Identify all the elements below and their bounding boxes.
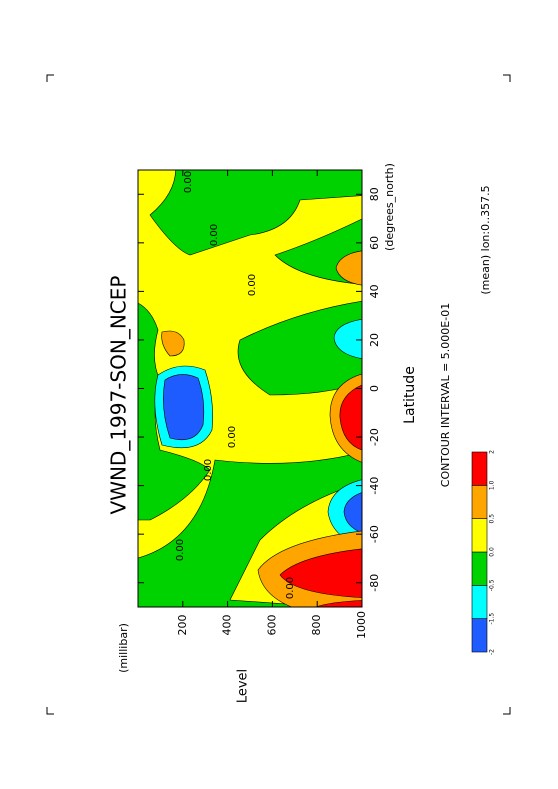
colorbar-label: 1.0 bbox=[489, 480, 496, 490]
y-tick-label: 200 bbox=[176, 615, 189, 636]
contour-band bbox=[335, 250, 362, 286]
contour-label: 0.00 bbox=[203, 459, 214, 481]
colorbar-box bbox=[471, 618, 488, 653]
colorbar-label: -1.5 bbox=[489, 613, 496, 625]
x-axis-label: Latitude bbox=[402, 366, 418, 424]
contour-interval: CONTOUR INTERVAL = 5.000E-01 bbox=[439, 303, 452, 487]
y-tick-label: 800 bbox=[310, 615, 323, 636]
colorbar-label: -2 bbox=[489, 649, 496, 655]
colorbar-label: 2 bbox=[489, 450, 496, 454]
contour-band bbox=[237, 300, 362, 396]
colorbar-box bbox=[471, 451, 488, 486]
x-tick-label: -40 bbox=[368, 477, 381, 495]
contour-label: 0.00 bbox=[183, 171, 194, 193]
x-axis-units: (degrees_north) bbox=[383, 163, 396, 251]
plot: 0.000.000.000.000.000.000.00 -80-60-40-20… bbox=[107, 163, 496, 703]
contour-band bbox=[339, 384, 362, 451]
contour-label: 0.00 bbox=[175, 539, 186, 561]
x-tick-label: 80 bbox=[368, 187, 381, 201]
colorbar-label: -0.5 bbox=[489, 579, 496, 591]
y-tick-label: 400 bbox=[221, 615, 234, 636]
y-tick-label: 600 bbox=[265, 615, 278, 636]
contour-band bbox=[315, 600, 362, 607]
x-tick-label: -20 bbox=[368, 428, 381, 446]
colorbar-box bbox=[471, 485, 488, 519]
colorbar-box bbox=[471, 518, 488, 553]
contour-band bbox=[138, 302, 211, 521]
contour-label: 0.00 bbox=[285, 577, 296, 599]
note: (mean) lon:0..357.5 bbox=[479, 185, 492, 294]
corner-marks bbox=[46, 74, 511, 715]
contour-band bbox=[333, 318, 362, 360]
x-tick-label: 60 bbox=[368, 236, 381, 250]
colorbar-label: 0.5 bbox=[489, 514, 496, 524]
colorbar-label: 0.0 bbox=[489, 547, 496, 557]
x-tick-label: -60 bbox=[368, 525, 381, 543]
y-tick-label: 1000 bbox=[355, 611, 368, 639]
colorbar-box bbox=[471, 551, 488, 586]
contour-band bbox=[279, 548, 362, 598]
contour-band bbox=[161, 330, 185, 357]
x-tick-label: -80 bbox=[368, 574, 381, 592]
chart-title: VWND_1997-SON_NCEP bbox=[107, 276, 131, 515]
colorbar-box bbox=[471, 585, 488, 619]
contour-label: 0.00 bbox=[209, 224, 220, 246]
x-tick-label: 40 bbox=[368, 284, 381, 298]
x-tick-label: 0 bbox=[368, 385, 381, 392]
y-axis-units: (millibar) bbox=[117, 623, 130, 673]
x-tick-label: 20 bbox=[368, 333, 381, 347]
y-axis-label: Level bbox=[236, 669, 251, 703]
contour-field bbox=[138, 170, 362, 607]
contour-band bbox=[149, 170, 362, 256]
contour-band bbox=[163, 374, 205, 441]
contour-label: 0.00 bbox=[227, 426, 238, 448]
contour-band bbox=[138, 451, 362, 607]
contour-label: 0.00 bbox=[247, 274, 258, 296]
